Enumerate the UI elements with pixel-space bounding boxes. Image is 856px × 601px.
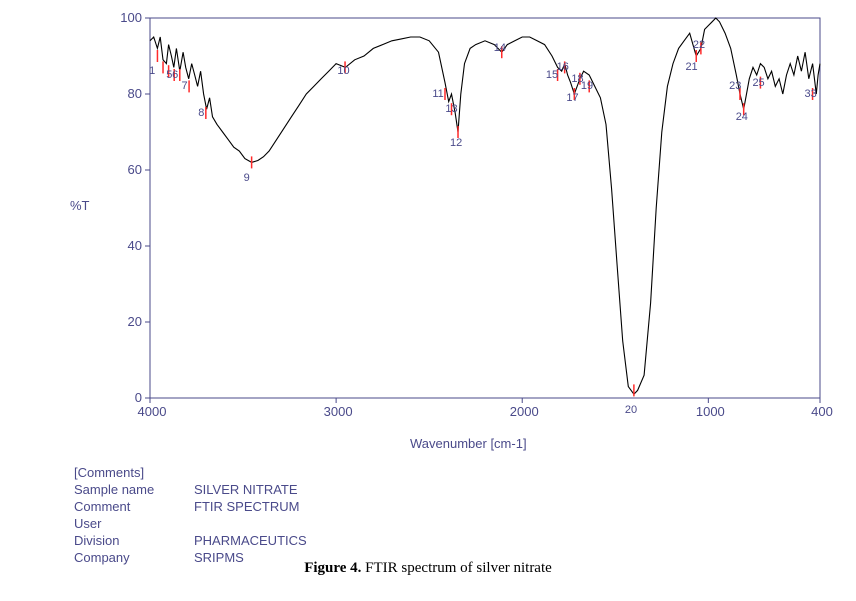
peak-label: 23 — [729, 80, 741, 92]
peak-label: 25 — [752, 77, 764, 89]
figure: %T Wavenumber [cm-1] 0 20 40 60 80 100 4000 300… — [70, 8, 810, 578]
caption-prefix: Figure 4. — [304, 560, 361, 576]
peak-label: 12 — [450, 137, 462, 149]
peak-label: 11 — [432, 88, 443, 100]
x-tick: 4000 — [132, 404, 172, 419]
peak-label: 14 — [494, 42, 506, 54]
x-tick: 3000 — [318, 404, 358, 419]
meta-label: Comment — [74, 498, 194, 515]
y-tick: 0 — [112, 390, 142, 405]
x-tick: 1000 — [690, 404, 730, 419]
meta-row: CommentFTIR SPECTRUM — [74, 498, 307, 515]
peak-label: 24 — [736, 111, 748, 123]
figure-caption: Figure 4. FTIR spectrum of silver nitrat… — [0, 560, 856, 577]
y-tick: 80 — [112, 86, 142, 101]
meta-label: Division — [74, 532, 194, 549]
peak-label: 9 — [244, 172, 250, 184]
meta-value: PHARMACEUTICS — [194, 533, 307, 548]
y-tick: 60 — [112, 162, 142, 177]
meta-row: User — [74, 515, 307, 532]
peak-label: 7 — [181, 80, 187, 92]
peak-label: 33 — [805, 88, 817, 100]
x-tick: 400 — [802, 404, 842, 419]
peak-label: 8 — [198, 107, 204, 119]
caption-text: FTIR spectrum of silver nitrate — [361, 560, 551, 576]
y-tick: 20 — [112, 314, 142, 329]
meta-label: User — [74, 515, 194, 532]
peak-label: 17 — [566, 92, 578, 104]
peak-label: 22 — [693, 39, 705, 51]
meta-value: FTIR SPECTRUM — [194, 499, 299, 514]
meta-row: DivisionPHARMACEUTICS — [74, 532, 307, 549]
x-axis-label: Wavenumber [cm-1] — [410, 436, 527, 451]
peak-label: 13 — [445, 103, 457, 115]
y-tick: 40 — [112, 238, 142, 253]
peak-label: 16 — [557, 61, 569, 73]
peak-label: 20 — [625, 404, 637, 416]
x-tick: 2000 — [504, 404, 544, 419]
peak-label: 19 — [581, 80, 593, 92]
comments-header: [Comments] — [74, 464, 307, 481]
metadata-block: [Comments] Sample nameSILVER NITRATEComm… — [74, 464, 307, 566]
plot-area: %T Wavenumber [cm-1] 0204060801004000300… — [110, 8, 830, 428]
ftir-chart — [110, 8, 830, 428]
peak-label: 1 — [149, 65, 155, 77]
meta-label: Sample name — [74, 481, 194, 498]
y-axis-label: %T — [70, 198, 90, 213]
peak-label: 10 — [337, 65, 349, 77]
y-tick: 100 — [112, 10, 142, 25]
peak-label: 21 — [685, 61, 697, 73]
meta-row: Sample nameSILVER NITRATE — [74, 481, 307, 498]
meta-value: SILVER NITRATE — [194, 482, 298, 497]
peak-label: 6 — [172, 69, 178, 81]
